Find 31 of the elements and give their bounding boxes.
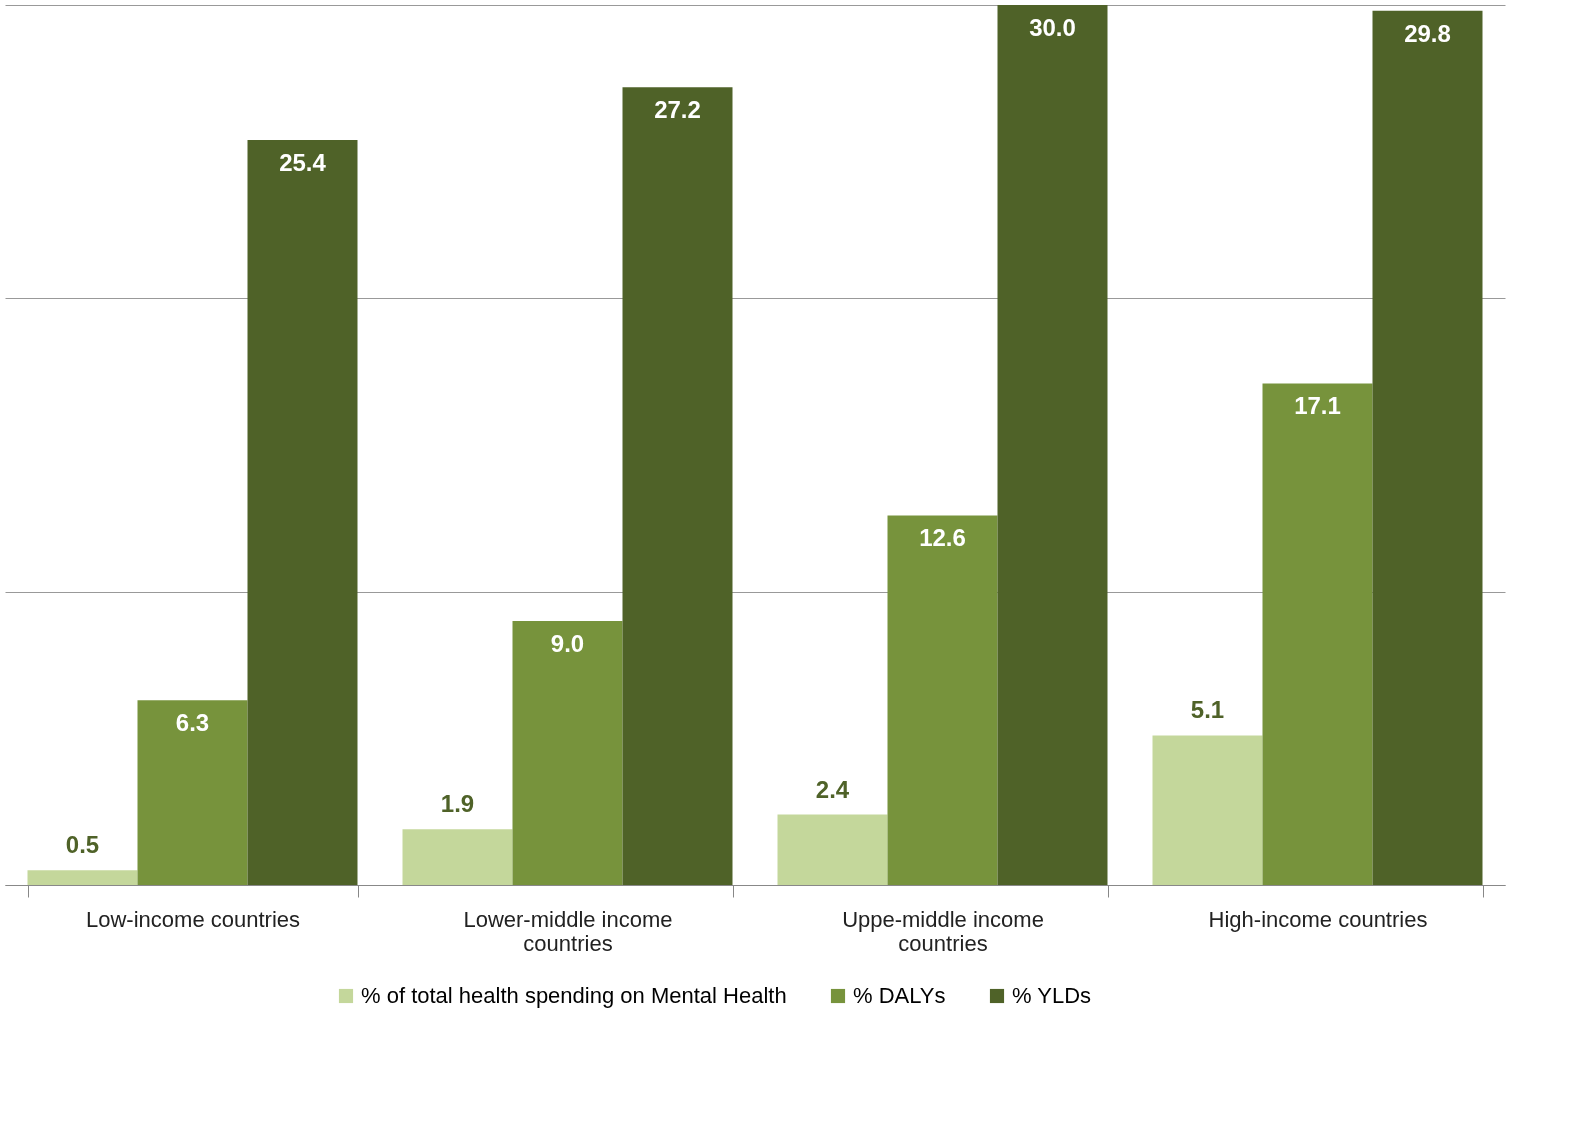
bar [137, 700, 248, 885]
data-label: 29.8 [1404, 19, 1451, 47]
x-tick-label: Low-income countries [86, 906, 300, 932]
bar [1262, 383, 1373, 885]
x-tick-label: Lower-middle income countries [463, 906, 673, 956]
legend-label: % DALYs [853, 983, 946, 1008]
data-label: 17.1 [1294, 392, 1341, 420]
data-label: 5.1 [1190, 696, 1225, 724]
bar [887, 515, 998, 885]
bar [512, 621, 623, 885]
data-label: 12.6 [919, 524, 966, 552]
data-label: 25.4 [279, 148, 327, 176]
bar [997, 5, 1108, 885]
bar [402, 829, 513, 885]
legend-label: % YLDs [1012, 983, 1092, 1008]
bar [777, 814, 888, 885]
bar [622, 87, 733, 885]
bar [1372, 10, 1483, 885]
x-tick-label: Uppe-middle income countries [842, 906, 1044, 956]
bar [27, 870, 138, 885]
data-label: 0.5 [65, 831, 100, 859]
data-label: 27.2 [654, 96, 701, 124]
bar [247, 139, 358, 885]
legend-label: % of total health spending on Mental Health [361, 983, 787, 1008]
data-label: 2.4 [815, 775, 850, 803]
bar [1152, 735, 1263, 885]
data-label: 9.0 [550, 630, 585, 657]
data-label: 6.3 [175, 709, 210, 737]
data-label: 1.9 [440, 790, 475, 818]
data-label: 30.0 [1029, 14, 1076, 41]
x-tick-label: High-income countries [1208, 906, 1428, 932]
